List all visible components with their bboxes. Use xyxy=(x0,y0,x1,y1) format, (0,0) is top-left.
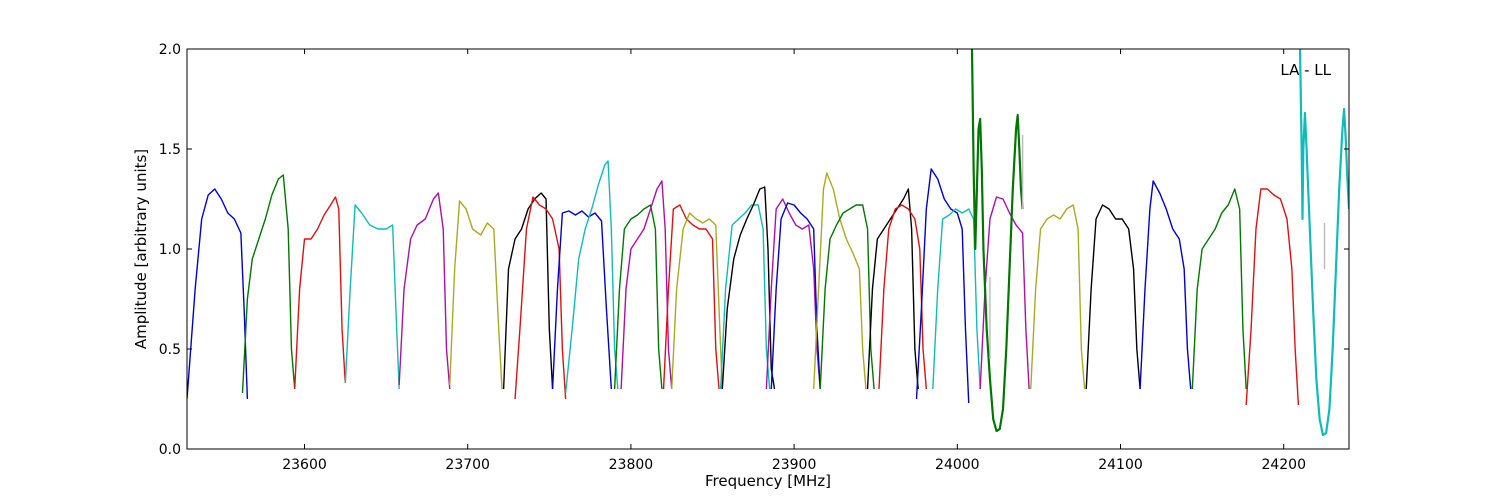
series-layer xyxy=(187,49,1349,437)
tick-layer: 23600 23700 23800 23900 24000 24100 24200 0.0 0.… xyxy=(159,42,1349,473)
series-line-5 xyxy=(398,192,451,390)
series-line-32 xyxy=(1298,49,1349,437)
y-tick-label: 1.0 xyxy=(159,242,181,258)
series-line-27 xyxy=(1030,204,1086,390)
series-line-21 xyxy=(866,188,919,390)
series-line-13 xyxy=(662,204,720,390)
series-line-17 xyxy=(765,198,821,390)
series-line-28 xyxy=(1085,204,1141,390)
y-tick-label: 1.5 xyxy=(159,142,181,158)
series-line-1 xyxy=(187,188,249,400)
series-line-20 xyxy=(819,204,875,390)
y-tick-label: 0.0 xyxy=(159,442,181,458)
series-line-14 xyxy=(671,212,723,390)
x-tick-label: 24200 xyxy=(1261,457,1306,473)
series-line-4 xyxy=(344,204,400,390)
series-line-24 xyxy=(932,208,981,390)
series-line-25 xyxy=(979,196,1030,390)
series-line-11 xyxy=(613,204,663,390)
series-line-6 xyxy=(449,200,503,390)
series-line-26 xyxy=(970,49,1024,433)
series-line-2 xyxy=(241,174,296,394)
series-line-16 xyxy=(721,186,776,390)
series-line-23 xyxy=(915,168,970,404)
series-line-10 xyxy=(564,160,619,394)
x-tick-label: 23900 xyxy=(772,457,817,473)
y-tick-label: 0.5 xyxy=(159,342,181,358)
x-tick-label: 23700 xyxy=(445,457,490,473)
y-tick-label: 2.0 xyxy=(159,42,181,58)
annotation-label: LA - LL xyxy=(1280,61,1331,79)
series-line-18 xyxy=(770,202,821,390)
x-tick-label: 24100 xyxy=(1098,457,1143,473)
series-line-12 xyxy=(620,180,673,390)
series-line-3 xyxy=(294,196,347,390)
series-line-8 xyxy=(514,196,567,400)
series-line-30 xyxy=(1191,188,1247,390)
series-line-31 xyxy=(1245,188,1300,406)
y-axis-title: Amplitude [arbitrary units] xyxy=(132,149,150,349)
x-axis-title: Frequency [MHz] xyxy=(705,472,831,490)
x-tick-label: 23800 xyxy=(609,457,654,473)
series-line-9 xyxy=(551,210,613,390)
series-line-29 xyxy=(1139,180,1192,390)
series-line-15 xyxy=(719,204,771,390)
x-tick-label: 24000 xyxy=(935,457,980,473)
x-tick-label: 23600 xyxy=(282,457,327,473)
